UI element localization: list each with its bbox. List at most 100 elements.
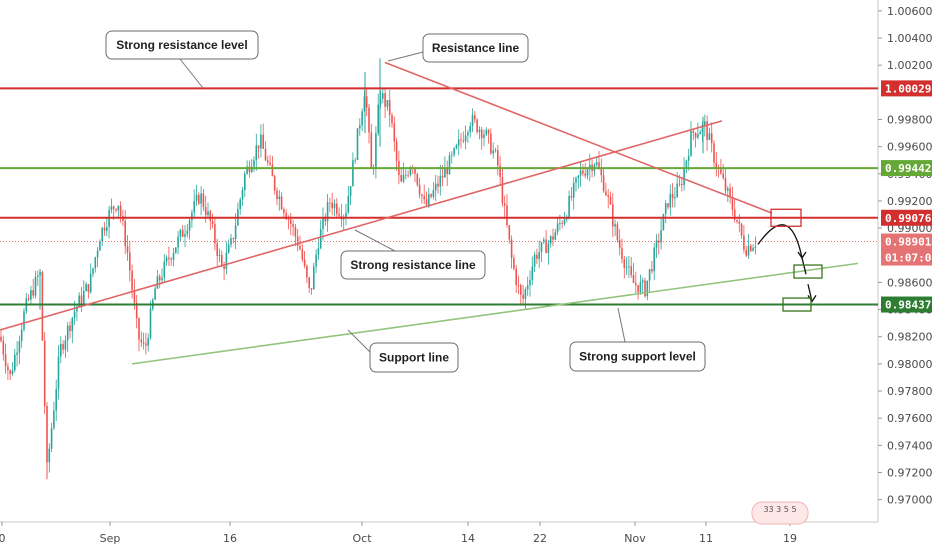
candle-body [30,290,32,300]
callout-box[interactable] [369,342,459,373]
candle-body [609,196,612,205]
candle-body [294,226,297,237]
candle-body [405,174,407,176]
candle-body [163,261,166,278]
candle-body [214,224,216,244]
candle-body [586,169,589,176]
candle-body [540,242,543,252]
candle-body [441,175,444,178]
candle-body [651,269,653,272]
candle-body [743,235,745,250]
candle-body [313,266,315,290]
candle-body [678,183,681,185]
candle-body [347,196,350,213]
candle-body [750,245,752,251]
candle-body [669,193,672,208]
target-box[interactable] [793,264,823,279]
candle-body [432,190,435,197]
candle-body [497,149,499,166]
candle-body [209,211,212,222]
candle-body [301,249,304,260]
candle-body [133,290,136,303]
candle-body [474,115,476,120]
arrowhead-icon [797,251,807,260]
candle-body [662,213,665,231]
candle-body [172,252,175,260]
current-price-badge [881,233,932,266]
candle-body [331,202,333,209]
callout-pointer [179,58,204,89]
trendline[interactable] [131,262,859,365]
candle-body [361,111,363,126]
candle-body [73,311,76,318]
candle-body [618,239,621,248]
candle-body [211,221,214,225]
candle-body [69,325,71,332]
candle-body [637,285,639,293]
projection [757,208,823,312]
callout-box[interactable] [105,30,259,60]
candle-body [287,219,290,220]
candle-body [628,266,630,268]
price-tick-label: 0.98000 [887,358,932,371]
candle-body [41,271,44,341]
callout-pointer [617,307,626,343]
candle-body [110,206,113,210]
candle-body [384,93,386,107]
candle-body [451,154,453,156]
candle-body [191,212,193,221]
candle-body [708,133,711,140]
candle-body [216,243,218,256]
candle-body [487,129,490,134]
candle-body [269,162,271,165]
candle-body [135,302,138,319]
candle-body [92,268,94,274]
time-axis[interactable]: 0 Sep 16 Oct 14 22 Nov 11 19 [0,522,797,545]
candle-body [338,213,340,216]
candle-body [710,133,713,144]
candle-body [602,175,605,192]
candle-body [198,194,200,204]
candle-body [510,239,513,259]
candle-body [234,225,237,240]
target-box[interactable] [782,297,812,312]
candle-body [467,132,469,136]
target-box[interactable] [770,208,802,227]
callout-box[interactable] [422,33,529,63]
candle-body [336,203,338,214]
candle-body [563,219,566,224]
candle-body [575,177,577,183]
candle-body [354,159,356,161]
candle-body [664,203,667,214]
candle-body [559,223,561,224]
candle-body [154,288,156,300]
price-axis[interactable]: 1.00600 1.00400 1.00200 0.99800 0.99600 0.994… [878,0,932,550]
candle-body [736,219,738,222]
candle-body [37,275,39,277]
candle-body [239,199,241,209]
callout-box[interactable] [569,341,706,372]
candle-body [453,148,455,155]
horizontal-levels [0,87,878,306]
candle-body [260,134,262,149]
candle-body [177,236,179,248]
candle-body [589,164,591,170]
candle-body [9,370,11,374]
candle-body [202,193,205,208]
candle-body [506,205,508,226]
price-tick-label: 0.99600 [887,141,932,154]
candle-body [529,280,531,286]
candle-body [531,266,534,281]
candle-body [280,196,283,209]
candle-body [27,298,30,300]
time-tick-label: Nov [624,532,646,545]
candle-body [499,165,501,177]
candle-body [667,203,669,208]
candle-body [598,162,600,169]
trendline[interactable] [0,120,723,331]
candle-body [375,133,377,169]
candle-body [232,238,235,240]
callout-box[interactable] [340,250,486,280]
trendline[interactable] [384,61,773,214]
